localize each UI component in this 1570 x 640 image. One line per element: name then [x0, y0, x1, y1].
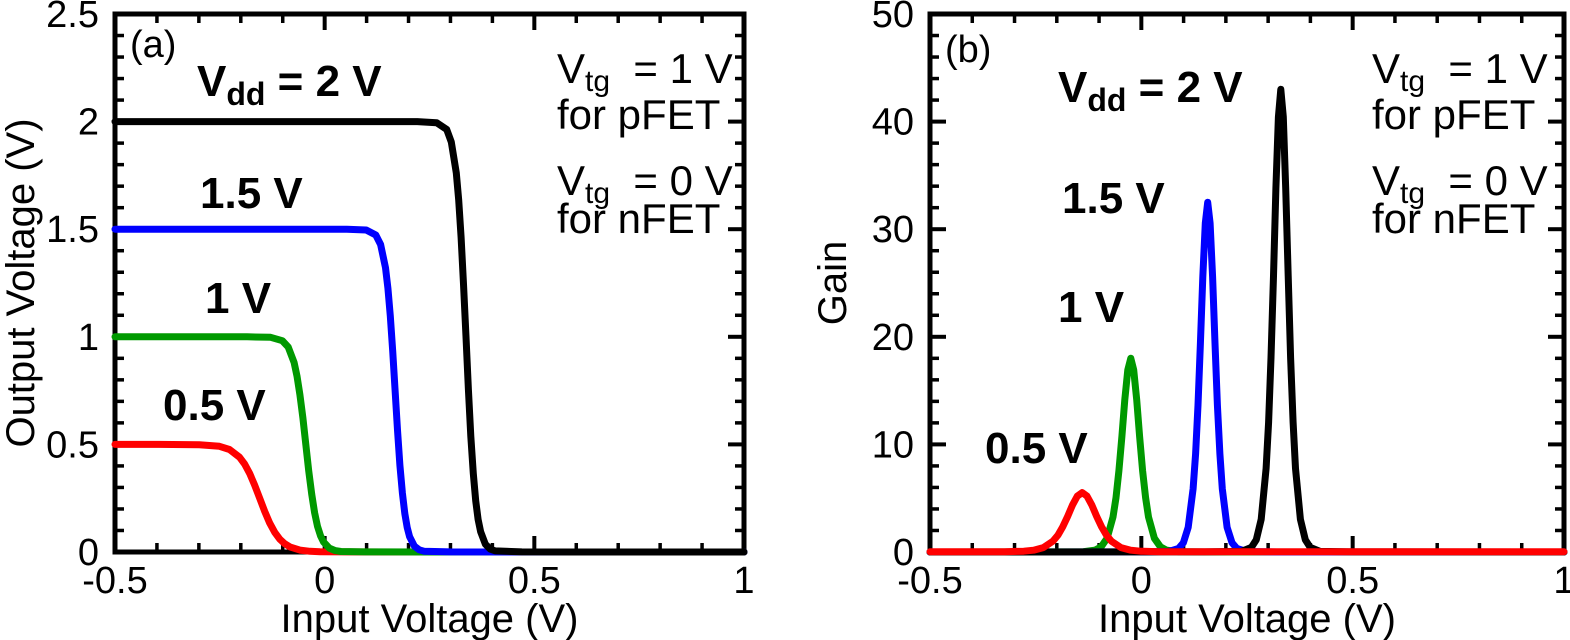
- curve-label-b-1v: 1 V: [1058, 283, 1125, 332]
- y-tick-label-a-2: 2: [78, 102, 99, 144]
- x-tick-label-a-0: 0: [314, 560, 335, 602]
- curve-label-a-1p5v: 1.5 V: [200, 169, 303, 218]
- y-tick-label-b-40: 40: [872, 102, 914, 144]
- note-for-pfet-b: for pFET: [1372, 91, 1535, 138]
- curve-b-1v: [926, 354, 1568, 556]
- panel-letter-b: (b): [945, 29, 991, 71]
- x-tick-label-a--0.5: -0.5: [82, 560, 147, 602]
- curve-label-a-1v: 1 V: [205, 274, 272, 323]
- y-tick-label-a-1: 1: [78, 317, 99, 359]
- curve-a-1v: [111, 333, 748, 556]
- x-tick-label-b-0.5: 0.5: [1326, 560, 1379, 602]
- y-tick-label-b-20: 20: [872, 317, 914, 359]
- x-tick-label-b--0.5: -0.5: [897, 560, 962, 602]
- y-axis-title-a: Output Voltage (V): [0, 118, 43, 447]
- curve-label-a-0p5v: 0.5 V: [163, 381, 266, 430]
- curve-b-2v: [926, 85, 1568, 556]
- y-tick-label-a-2.5: 2.5: [46, 0, 99, 36]
- curve-a-2v: [111, 118, 748, 556]
- note-for-pfet-a: for pFET: [557, 91, 720, 138]
- panel-letter-a: (a): [130, 24, 176, 66]
- note-for-nfet-b: for nFET: [1372, 195, 1535, 242]
- curve-a-1p5v: [111, 225, 748, 556]
- curve-b-1p5v: [926, 198, 1568, 556]
- x-tick-label-b-0: 0: [1131, 560, 1152, 602]
- y-tick-label-b-0: 0: [893, 532, 914, 574]
- x-axis-title-b: Input Voltage (V): [1098, 597, 1396, 640]
- note-vtg-nfet-b: Vtg = 0 V: [1372, 157, 1548, 210]
- y-tick-label-b-50: 50: [872, 0, 914, 36]
- x-axis-title-a: Input Voltage (V): [281, 597, 579, 640]
- y-tick-label-a-0.5: 0.5: [46, 424, 99, 466]
- x-tick-label-b-1: 1: [1553, 560, 1570, 602]
- vdd-label-a: Vdd = 2 V: [197, 57, 382, 112]
- note-vtg-pfet-a: Vtg = 1 V: [557, 45, 733, 98]
- x-tick-label-a-1: 1: [733, 560, 754, 602]
- y-tick-label-a-1.5: 1.5: [46, 209, 99, 251]
- curve-b-0p5v: [926, 489, 1568, 556]
- curve-label-b-0p5v: 0.5 V: [985, 424, 1088, 473]
- curve-a-0p5v: [111, 440, 748, 556]
- note-vtg-pfet-b: Vtg = 1 V: [1372, 45, 1548, 98]
- curve-label-b-1p5v: 1.5 V: [1062, 174, 1165, 223]
- x-tick-label-a-0.5: 0.5: [508, 560, 561, 602]
- note-for-nfet-a: for nFET: [557, 195, 720, 242]
- y-axis-title-b: Gain: [811, 241, 855, 326]
- vdd-label-b: Vdd = 2 V: [1058, 63, 1243, 118]
- y-tick-label-b-10: 10: [872, 424, 914, 466]
- y-tick-label-a-0: 0: [78, 532, 99, 574]
- y-tick-label-b-30: 30: [872, 209, 914, 251]
- note-vtg-nfet-a: Vtg = 0 V: [557, 157, 733, 210]
